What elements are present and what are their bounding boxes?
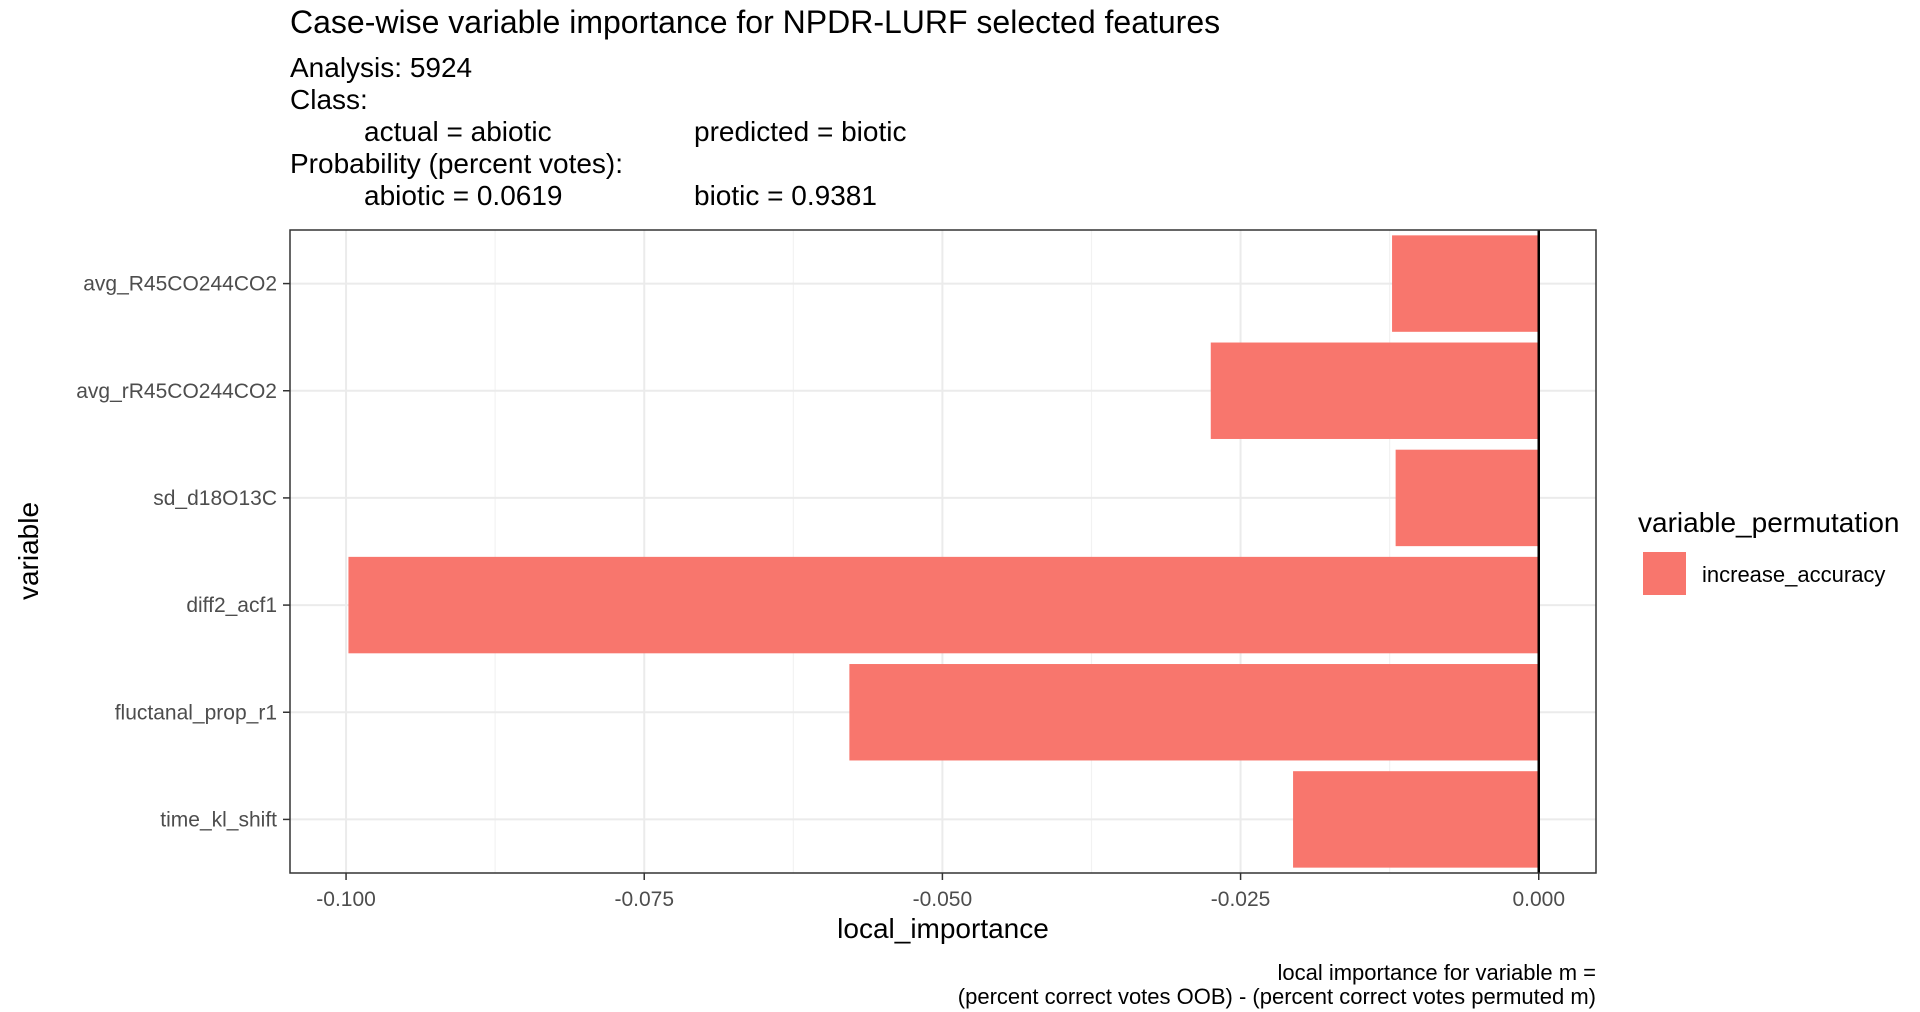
subtitle-predicted: predicted = biotic — [694, 116, 907, 147]
y-tick-label: avg_R45CO244CO2 — [83, 273, 277, 296]
x-tick-label: -0.025 — [1211, 888, 1271, 911]
x-tick-label: -0.100 — [316, 888, 376, 911]
y-tick-label: fluctanal_prop_r1 — [115, 701, 277, 724]
y-axis-title: variable — [13, 502, 44, 600]
caption-line-1: local importance for variable m = — [1277, 960, 1596, 985]
bar-sd_d18O13C — [1395, 449, 1539, 547]
bar-avg_R45CO244CO2 — [1392, 235, 1539, 332]
y-tick-label: avg_rR45CO244CO2 — [76, 380, 277, 403]
bars — [348, 235, 1539, 868]
legend-label-increase-accuracy: increase_accuracy — [1702, 562, 1885, 587]
bar-time_kl_shift — [1293, 771, 1539, 868]
y-tick-label: sd_d18O13C — [153, 487, 277, 510]
x-tick-label: 0.000 — [1512, 888, 1565, 911]
subtitle-prob-biotic: biotic = 0.9381 — [694, 180, 877, 211]
legend-key-increase-accuracy — [1643, 552, 1686, 595]
caption-line-2: (percent correct votes OOB) - (percent c… — [958, 984, 1596, 1009]
legend-title: variable_permutation — [1638, 507, 1900, 538]
x-axis-title: local_importance — [837, 913, 1049, 944]
bar-avg_rR45CO244CO2 — [1210, 342, 1539, 439]
minor-grid — [494, 230, 1391, 873]
y-tick-label: time_kl_shift — [160, 808, 277, 831]
x-tick-label: -0.075 — [614, 888, 674, 911]
chart-title: Case-wise variable importance for NPDR-L… — [290, 4, 1221, 40]
y-tick-label: diff2_acf1 — [186, 594, 277, 617]
bar-fluctanal_prop_r1 — [849, 664, 1539, 761]
subtitle-analysis: Analysis: 5924 — [290, 52, 473, 83]
x-axis: -0.100 -0.075 -0.050 -0.025 0.000 — [316, 873, 1565, 911]
y-axis: avg_R45CO244CO2 avg_rR45CO244CO2 sd_d18O13… — [76, 273, 290, 831]
bar-diff2_acf1 — [348, 556, 1539, 654]
subtitle-class-heading: Class: — [290, 84, 368, 115]
x-tick-label: -0.050 — [913, 888, 973, 911]
subtitle-probability-heading: Probability (percent votes): — [290, 148, 624, 179]
subtitle-actual: actual = abiotic — [364, 116, 552, 147]
subtitle-prob-abiotic: abiotic = 0.0619 — [364, 180, 563, 211]
